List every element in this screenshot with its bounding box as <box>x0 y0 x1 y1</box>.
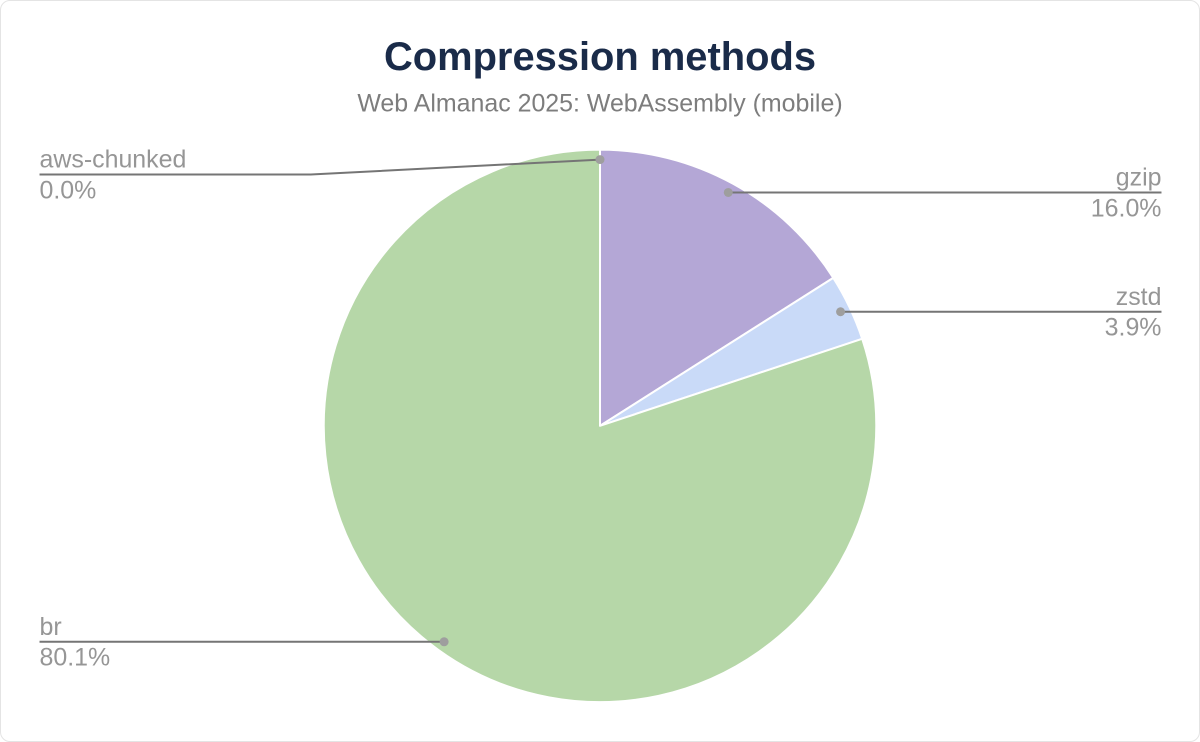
slice-value-gzip: 16.0% <box>1091 194 1162 222</box>
pie-slice-gzip[interactable] <box>599 148 835 427</box>
slice-label-zstd: zstd <box>1116 283 1162 311</box>
slice-label-aws-chunked: aws-chunked <box>40 146 187 174</box>
slice-value-zstd: 3.9% <box>1105 314 1162 342</box>
leader-dot-gzip <box>723 187 733 197</box>
callout-zstd: zstd 3.9% <box>836 283 1162 342</box>
callout-br: br 80.1% <box>40 613 449 672</box>
leader-line-aws-chunked <box>39 158 601 176</box>
slice-label-br: br <box>40 613 62 641</box>
leader-dot-zstd <box>836 307 846 317</box>
leader-dot-aws-chunked <box>595 155 605 165</box>
pie-slice-br[interactable] <box>322 148 878 704</box>
slice-label-gzip: gzip <box>1116 164 1162 192</box>
chart-subtitle: Web Almanac 2025: WebAssembly (mobile) <box>357 90 842 118</box>
pie-slices <box>322 148 878 704</box>
slice-value-br: 80.1% <box>40 644 111 672</box>
leader-dot-br <box>439 637 449 647</box>
chart-title: Compression methods <box>384 35 816 79</box>
slice-value-aws-chunked: 0.0% <box>40 176 97 204</box>
